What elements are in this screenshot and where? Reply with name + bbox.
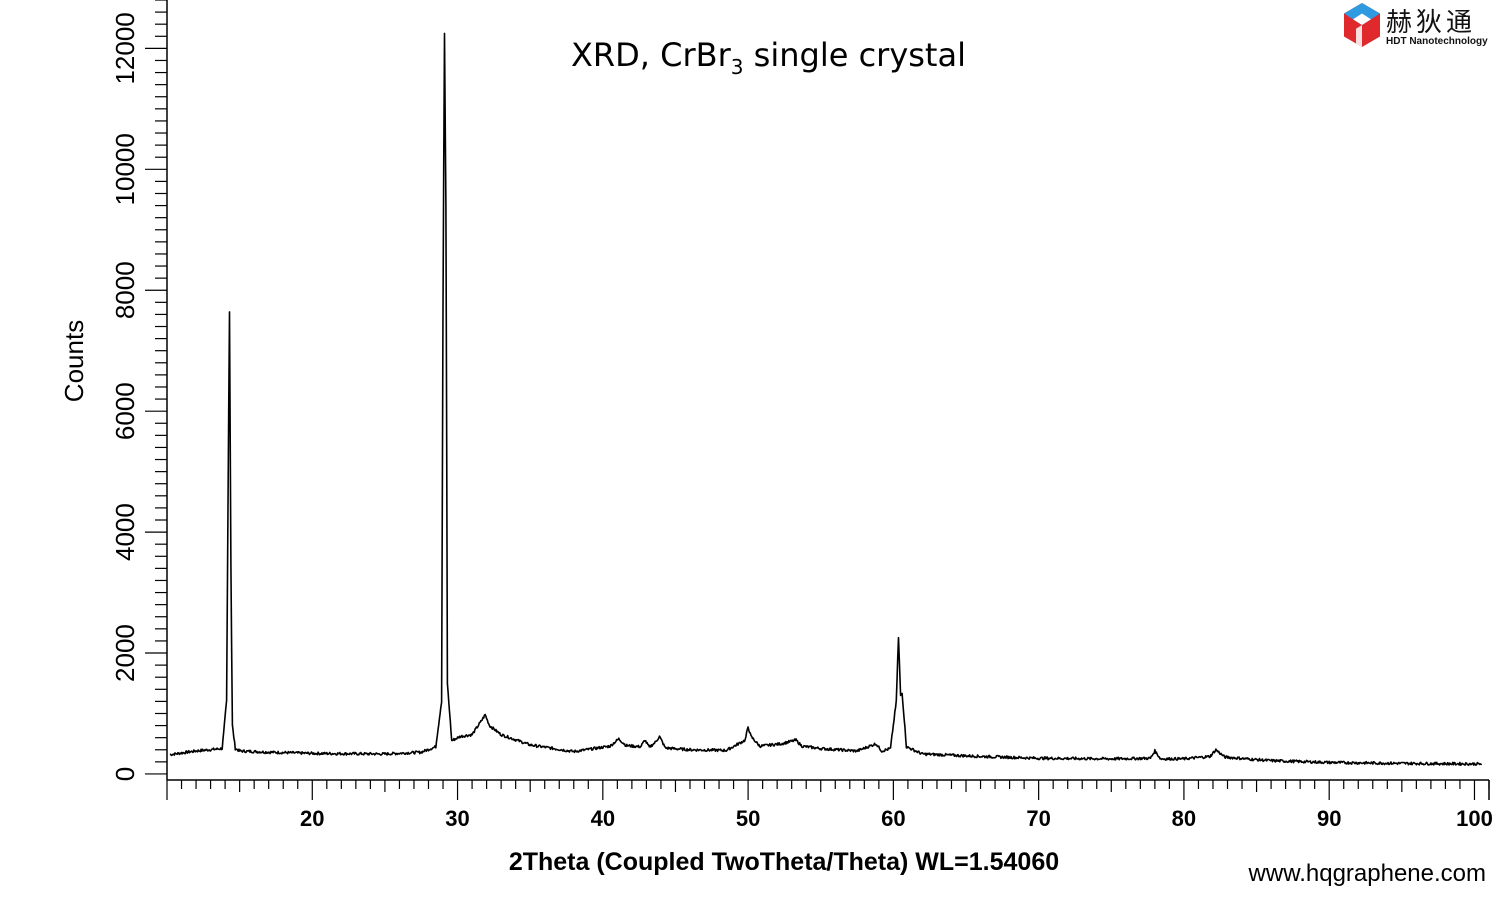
chart-title-subscript: 3 <box>731 55 744 79</box>
y-tick-label: 2000 <box>110 624 140 682</box>
x-tick-label: 50 <box>736 806 760 831</box>
chart-title: XRD, CrBr3 single crystal <box>571 36 966 79</box>
y-tick-label: 4000 <box>110 503 140 561</box>
ticks <box>145 0 1490 800</box>
x-tick-label: 70 <box>1026 806 1050 831</box>
x-axis-label: 2Theta (Coupled TwoTheta/Theta) WL=1.540… <box>509 848 1059 876</box>
y-axis-label: Counts <box>59 320 89 402</box>
axes <box>166 0 1490 800</box>
y-tick-label: 12000 <box>110 12 140 84</box>
tick-labels: 20 30 40 50 60 70 80 90 100 0 2000 4000 6000 8000 1000… <box>110 12 1493 831</box>
company-logo: 赫狄通 HDT Nanotechnology <box>1342 2 1498 50</box>
x-tick-label: 60 <box>881 806 905 831</box>
logo-chinese-name: 赫狄通 <box>1386 8 1477 38</box>
logo-cube-icon <box>1344 3 1380 47</box>
website-watermark: www.hqgraphene.com <box>1248 860 1486 887</box>
x-tick-label: 40 <box>591 806 615 831</box>
x-tick-label: 20 <box>300 806 324 831</box>
y-tick-label: 10000 <box>110 133 140 205</box>
y-tick-label: 6000 <box>110 382 140 440</box>
x-tick-label: 90 <box>1317 806 1341 831</box>
logo-english-name: HDT Nanotechnology <box>1386 36 1488 47</box>
xrd-pattern-line <box>169 32 1483 766</box>
x-tick-label: 80 <box>1172 806 1196 831</box>
chart-title-main: XRD, CrBr <box>571 36 732 74</box>
y-tick-label: 8000 <box>110 261 140 319</box>
x-tick-label: 30 <box>445 806 469 831</box>
chart-title-rest: single crystal <box>743 36 965 74</box>
y-tick-label: 0 <box>110 767 140 781</box>
x-tick-label: 100 <box>1456 806 1493 831</box>
